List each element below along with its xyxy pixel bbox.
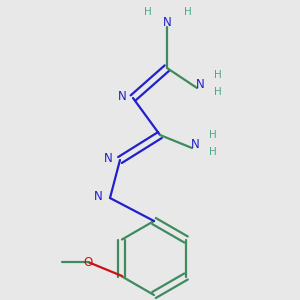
Text: H: H (184, 7, 192, 17)
Text: N: N (190, 139, 200, 152)
Text: H: H (209, 130, 217, 140)
Text: H: H (144, 7, 152, 17)
Text: N: N (118, 91, 126, 103)
Text: N: N (103, 152, 112, 164)
Text: H: H (209, 147, 217, 157)
Text: H: H (214, 70, 222, 80)
Text: H: H (214, 87, 222, 97)
Text: N: N (196, 79, 204, 92)
Text: N: N (163, 16, 171, 28)
Text: N: N (94, 190, 102, 202)
Text: O: O (83, 256, 93, 268)
